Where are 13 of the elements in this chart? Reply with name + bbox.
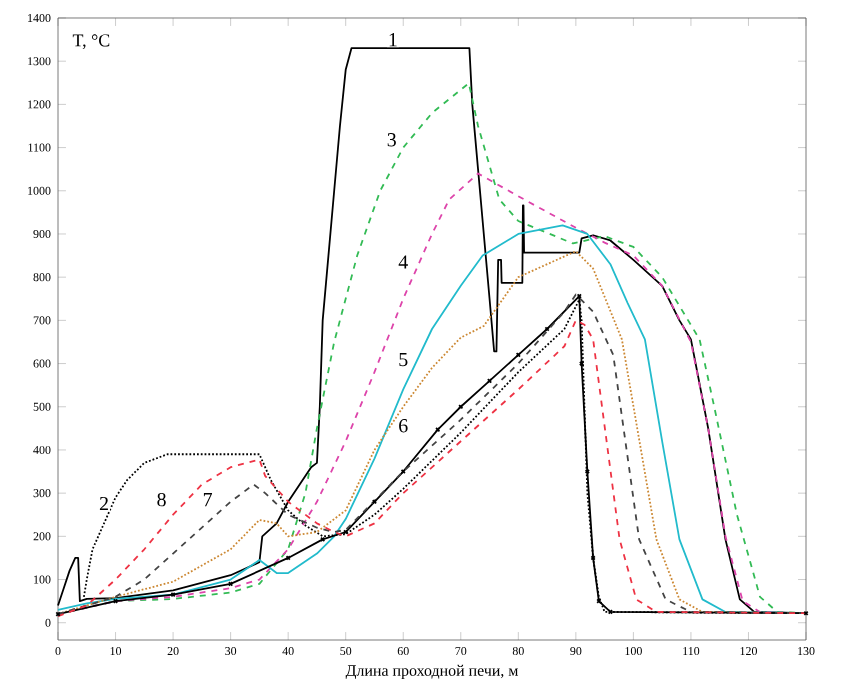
annotation: 3 xyxy=(387,133,396,147)
annotation: 5 xyxy=(399,353,408,367)
y-axis-title: T, °C xyxy=(72,34,110,50)
point xyxy=(544,326,550,332)
annotation: 6 xyxy=(399,419,408,433)
point xyxy=(596,598,602,604)
point xyxy=(590,555,596,561)
annotation: 7 xyxy=(203,493,213,507)
point xyxy=(285,555,291,561)
annotation: 8 xyxy=(157,492,166,507)
annotation: 4 xyxy=(398,255,408,269)
annotation: 1 xyxy=(389,33,397,47)
annotation: 2 xyxy=(99,496,108,511)
